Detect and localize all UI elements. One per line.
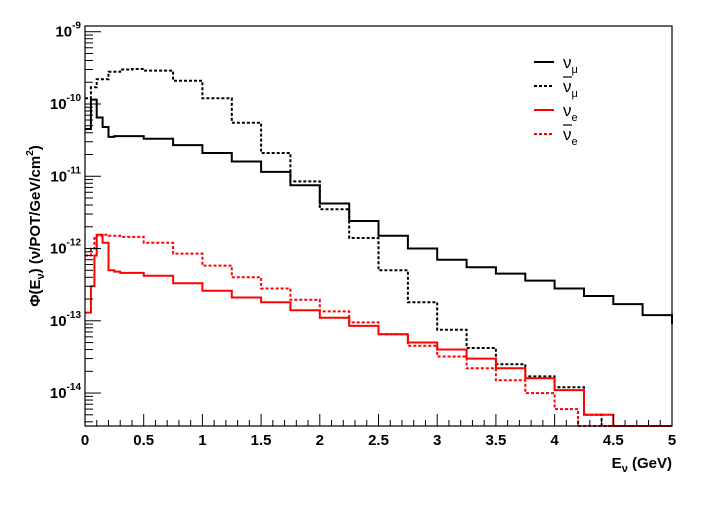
y-tick-label: 10-12 bbox=[50, 238, 82, 258]
x-tick-label: 4 bbox=[550, 432, 559, 449]
x-tick-label: 3 bbox=[433, 432, 441, 449]
y-axis-title: Φ(Eν) (ν/POT/GeV/cm2) bbox=[25, 145, 47, 307]
legend-nue: νe bbox=[563, 101, 578, 124]
x-tick-label: 3.5 bbox=[485, 432, 506, 449]
y-tick-label: 10-11 bbox=[50, 165, 81, 185]
plot-area bbox=[85, 68, 673, 427]
x-tick-label: 2.5 bbox=[368, 432, 389, 449]
x-tick-label: 5 bbox=[668, 432, 676, 449]
x-tick-label: 4.5 bbox=[603, 432, 624, 449]
y-tick-label: 10-13 bbox=[50, 310, 82, 330]
x-tick-label: 0.5 bbox=[133, 432, 154, 449]
legend-nuebar: νe bbox=[563, 125, 578, 148]
x-axis: 0 0.5 1 1.5 2 2.5 3 3.5 4 4.5 5 bbox=[81, 414, 676, 449]
x-tick-label: 0 bbox=[81, 432, 89, 449]
numu-flux-line bbox=[85, 98, 673, 325]
legend-numubar: νμ bbox=[563, 77, 578, 100]
y-tick-label: 10-9 bbox=[55, 21, 81, 41]
x-tick-label: 1 bbox=[198, 432, 206, 449]
y-tick-label: 10-14 bbox=[50, 382, 82, 402]
y-tick-label: 10-10 bbox=[50, 93, 82, 113]
y-axis: 10-14 10-13 10-12 10-11 10-10 10-9 bbox=[50, 21, 101, 423]
nuebar-flux-line bbox=[85, 233, 672, 427]
nue-flux-line bbox=[85, 233, 672, 427]
x-tick-label: 1.5 bbox=[251, 432, 272, 449]
x-tick-label: 2 bbox=[316, 432, 324, 449]
x-axis-title: Eν (GeV) bbox=[612, 455, 672, 475]
legend-numu: νμ bbox=[563, 53, 578, 76]
